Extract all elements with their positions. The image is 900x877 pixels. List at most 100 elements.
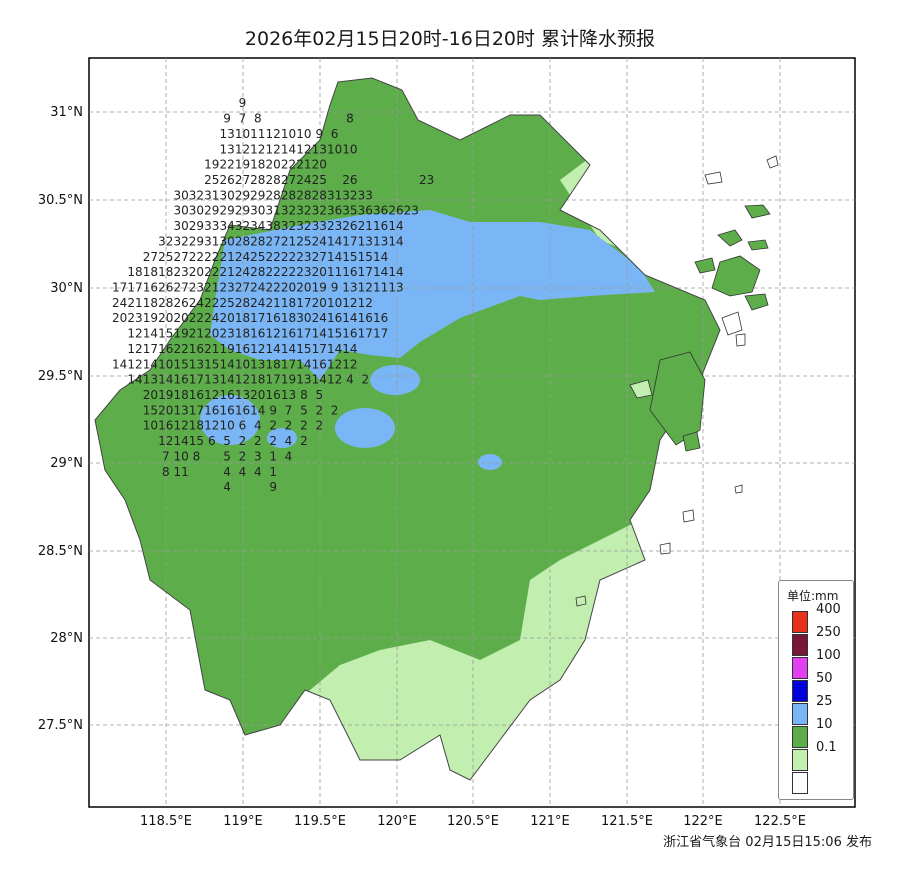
- grid-value: 35: [342, 204, 357, 218]
- grid-value: 14: [173, 434, 188, 448]
- grid-value: 24: [235, 265, 250, 279]
- lat-label: 28°N: [50, 631, 83, 646]
- grid-value: 16: [281, 327, 296, 341]
- grid-value: 12: [266, 127, 281, 141]
- grid-value: 14: [373, 265, 388, 279]
- grid-value: 34: [250, 219, 265, 233]
- grid-value: 22: [266, 250, 281, 264]
- legend-item: 400: [792, 602, 866, 634]
- grid-value: 18: [235, 327, 250, 341]
- grid-value: 21: [266, 296, 281, 310]
- lon-label: 121.5°E: [601, 814, 653, 829]
- grid-value: 13: [296, 373, 311, 387]
- legend-item: 50: [792, 671, 866, 703]
- legend-swatch: [792, 611, 808, 633]
- grid-value: 27: [143, 250, 158, 264]
- lon-label: 119°E: [223, 814, 263, 829]
- grid-value: 31: [204, 188, 219, 202]
- legend-item: 25: [792, 694, 866, 726]
- grid-value: 13: [219, 142, 234, 156]
- grid-value: 15: [296, 342, 311, 356]
- grid-value: 17: [296, 327, 311, 341]
- grid-value: 20: [173, 311, 188, 325]
- legend-swatch: [792, 634, 808, 656]
- grid-value: 14: [327, 234, 342, 248]
- grid-value: 12: [327, 373, 342, 387]
- layer-25mm: [210, 210, 655, 380]
- grid-value: 17: [189, 403, 204, 417]
- grid-value: 17: [281, 357, 296, 371]
- grid-value: 8: [254, 112, 262, 126]
- grid-value: 27: [173, 281, 188, 295]
- grid-value: 22: [204, 250, 219, 264]
- grid-value: 30: [173, 219, 188, 233]
- grid-value: 17: [250, 311, 265, 325]
- grid-value: 28: [281, 188, 296, 202]
- grid-value: 13: [173, 403, 188, 417]
- grid-value: 11: [327, 265, 342, 279]
- grid-value: 19: [204, 158, 219, 172]
- grid-value: 10: [173, 449, 188, 463]
- lat-labels: 31°N 30.5°N 30°N 29.5°N 29°N 28.5°N 28°N…: [38, 105, 83, 733]
- grid-value: 20: [250, 388, 265, 402]
- grid-value: 12: [266, 142, 281, 156]
- grid-value: 21: [204, 342, 219, 356]
- grid-value: 28: [250, 234, 265, 248]
- grid-value: 2: [315, 419, 323, 433]
- grid-value: 2: [239, 449, 247, 463]
- grid-value: 2: [361, 373, 369, 387]
- layer-25mm-blob-1: [200, 395, 260, 445]
- grid-value: 2: [269, 434, 277, 448]
- grid-value: 31: [204, 234, 219, 248]
- legend-label: 50: [816, 671, 833, 686]
- grid-value: 14: [388, 234, 403, 248]
- legend-label: 25: [816, 694, 833, 709]
- grid-value: 6: [331, 127, 339, 141]
- legend-title: 单位:mm: [787, 589, 839, 603]
- grid-value: 14: [327, 342, 342, 356]
- grid-value: 20: [112, 311, 127, 325]
- grid-value: 29: [250, 188, 265, 202]
- grid-value: 22: [266, 281, 281, 295]
- grid-value: 15: [143, 403, 158, 417]
- grid-value: 13: [219, 127, 234, 141]
- grid-value: 24: [235, 250, 250, 264]
- grid-value: 9: [269, 480, 277, 494]
- grid-value: 10: [327, 296, 342, 310]
- grid-value: 12: [158, 434, 173, 448]
- grid-value: 18: [158, 265, 173, 279]
- grid-value: 21: [219, 265, 234, 279]
- grid-value: 12: [235, 142, 250, 156]
- grid-value: 13: [373, 234, 388, 248]
- grid-value: 29: [235, 204, 250, 218]
- grid-value: 28: [296, 188, 311, 202]
- grid-value: 4: [285, 449, 293, 463]
- legend-swatch: [792, 772, 808, 794]
- grid-value: 12: [266, 327, 281, 341]
- layer-25mm-blob-2: [335, 408, 395, 448]
- grid-value: 16: [266, 311, 281, 325]
- grid-value: 12: [173, 419, 188, 433]
- grid-value: 20: [143, 388, 158, 402]
- grid-value: 12: [204, 419, 219, 433]
- grid-value: 29: [189, 219, 204, 233]
- grid-value: 16: [373, 311, 388, 325]
- grid-value: 21: [127, 296, 142, 310]
- grid-value: 14: [312, 373, 327, 387]
- grid-value: 18: [143, 296, 158, 310]
- grid-value: 10: [235, 357, 250, 371]
- grid-value: 26: [342, 173, 357, 187]
- grid-value: 23: [219, 281, 234, 295]
- grid-value: 33: [312, 219, 327, 233]
- grid-value: 12: [342, 296, 357, 310]
- grid-value: 22: [281, 250, 296, 264]
- grid-value: 29: [204, 204, 219, 218]
- legend-swatch: [792, 703, 808, 725]
- grid-value: 25: [204, 173, 219, 187]
- grid-value: 16: [327, 311, 342, 325]
- grid-value: 11: [250, 127, 265, 141]
- grid-value: 4: [254, 419, 262, 433]
- grid-value: 9: [223, 112, 231, 126]
- legend-item: 10: [792, 717, 866, 749]
- legend-item: 0.1: [792, 740, 866, 772]
